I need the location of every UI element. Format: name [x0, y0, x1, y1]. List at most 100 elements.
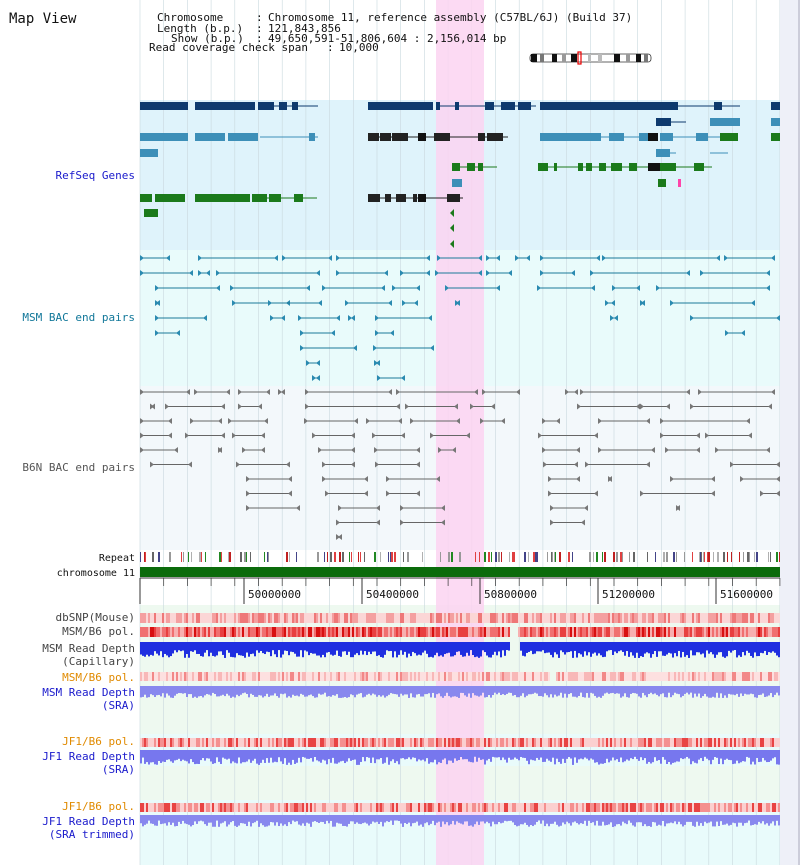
repeat-element[interactable]: [219, 552, 221, 562]
gene-block[interactable]: [195, 133, 225, 141]
bac-end-marker[interactable]: [670, 476, 674, 482]
repeat-element[interactable]: [144, 552, 145, 562]
bac-end-marker[interactable]: [594, 490, 598, 497]
bac-end-marker[interactable]: [768, 403, 772, 410]
gene-block[interactable]: [710, 118, 740, 126]
bac-end-marker[interactable]: [306, 285, 310, 291]
repeat-element[interactable]: [334, 552, 336, 562]
bac-end-marker[interactable]: [366, 418, 370, 424]
bac-end-marker[interactable]: [416, 447, 420, 453]
gene-block[interactable]: [418, 133, 426, 141]
gene-arrow[interactable]: [450, 240, 454, 248]
bac-end-marker[interactable]: [274, 255, 278, 261]
gene-block[interactable]: [771, 102, 780, 110]
bac-end-marker[interactable]: [236, 461, 240, 468]
bac-end-marker[interactable]: [776, 490, 780, 497]
bac-end-marker[interactable]: [288, 476, 292, 482]
bac-end-marker[interactable]: [336, 315, 340, 321]
repeat-element[interactable]: [349, 552, 350, 562]
repeat-element[interactable]: [339, 552, 341, 562]
bac-end-marker[interactable]: [246, 476, 250, 482]
bac-end-marker[interactable]: [140, 447, 144, 453]
repeat-element[interactable]: [749, 552, 750, 562]
gene-exon[interactable]: [487, 133, 503, 141]
bac-end-marker[interactable]: [585, 461, 589, 468]
bac-end-marker[interactable]: [140, 432, 144, 439]
bac-end-marker[interactable]: [386, 476, 390, 482]
bac-end-marker[interactable]: [388, 389, 392, 395]
bac-end-marker[interactable]: [486, 255, 490, 261]
repeat-element[interactable]: [770, 552, 771, 562]
repeat-element[interactable]: [407, 552, 408, 562]
repeat-element[interactable]: [509, 552, 510, 562]
bac-end-marker[interactable]: [168, 418, 172, 424]
bac-end-marker[interactable]: [565, 389, 569, 395]
bac-end-marker[interactable]: [610, 315, 614, 321]
bac-end-marker[interactable]: [392, 285, 396, 291]
bac-end-marker[interactable]: [686, 389, 690, 395]
bac-end-marker[interactable]: [636, 285, 640, 291]
repeat-element[interactable]: [723, 552, 725, 562]
repeat-element[interactable]: [296, 552, 297, 562]
repeat-element[interactable]: [342, 552, 344, 562]
bac-end-marker[interactable]: [322, 461, 326, 468]
bac-end-marker[interactable]: [286, 461, 290, 468]
bottom-tracks[interactable]: [140, 613, 780, 827]
bac-end-marker[interactable]: [594, 432, 598, 439]
gene-exon[interactable]: [396, 194, 406, 202]
bac-end-marker[interactable]: [416, 490, 420, 497]
bac-end-marker[interactable]: [375, 330, 379, 336]
gene-exon[interactable]: [694, 163, 704, 171]
repeat-element[interactable]: [475, 552, 476, 562]
repeat-element[interactable]: [317, 552, 319, 562]
repeat-element[interactable]: [448, 552, 450, 562]
bac-end-marker[interactable]: [228, 418, 232, 424]
bac-end-marker[interactable]: [168, 432, 172, 439]
repeat-element[interactable]: [459, 552, 461, 562]
bac-end-marker[interactable]: [390, 330, 394, 336]
repeat-element[interactable]: [756, 552, 758, 562]
gene-exon[interactable]: [696, 133, 708, 141]
bac-end-marker[interactable]: [266, 389, 270, 395]
repeat-element[interactable]: [484, 552, 486, 562]
bac-end-marker[interactable]: [414, 300, 418, 306]
bac-end-marker[interactable]: [325, 490, 329, 497]
gene-exon[interactable]: [380, 133, 391, 141]
repeat-element[interactable]: [616, 552, 618, 562]
bac-end-marker[interactable]: [261, 432, 265, 439]
bac-end-marker[interactable]: [305, 403, 309, 410]
bac-end-marker[interactable]: [640, 403, 644, 410]
gene-block[interactable]: [771, 118, 780, 126]
bac-end-marker[interactable]: [374, 447, 378, 453]
repeat-element[interactable]: [700, 552, 701, 562]
bac-end-marker[interactable]: [540, 270, 544, 276]
bac-end-marker[interactable]: [194, 389, 198, 395]
gene-exon[interactable]: [292, 102, 298, 110]
bac-end-marker[interactable]: [711, 476, 715, 482]
bac-end-marker[interactable]: [776, 315, 780, 321]
gene-exon[interactable]: [629, 163, 637, 171]
repeat-element[interactable]: [324, 552, 325, 562]
bac-end-marker[interactable]: [542, 447, 546, 453]
repeat-element[interactable]: [391, 552, 393, 562]
bac-end-marker[interactable]: [516, 389, 520, 395]
bac-end-marker[interactable]: [580, 389, 584, 395]
repeat-element[interactable]: [731, 552, 732, 562]
bac-end-marker[interactable]: [538, 432, 542, 439]
bac-end-marker[interactable]: [598, 447, 602, 453]
bac-end-marker[interactable]: [548, 476, 552, 482]
bac-end-marker[interactable]: [331, 330, 335, 336]
gene-exon[interactable]: [578, 163, 583, 171]
repeat-element[interactable]: [286, 552, 288, 562]
bac-end-marker[interactable]: [438, 447, 442, 453]
bac-end-marker[interactable]: [322, 285, 326, 291]
repeat-element[interactable]: [440, 552, 441, 562]
gene-exon[interactable]: [595, 133, 601, 141]
repeat-element[interactable]: [451, 552, 453, 562]
bac-end-marker[interactable]: [474, 389, 478, 395]
gene-block[interactable]: [540, 133, 595, 141]
bac-end-marker[interactable]: [430, 345, 434, 351]
bac-end-marker[interactable]: [435, 270, 439, 276]
gene-exon[interactable]: [294, 194, 303, 202]
bac-end-marker[interactable]: [354, 418, 358, 424]
